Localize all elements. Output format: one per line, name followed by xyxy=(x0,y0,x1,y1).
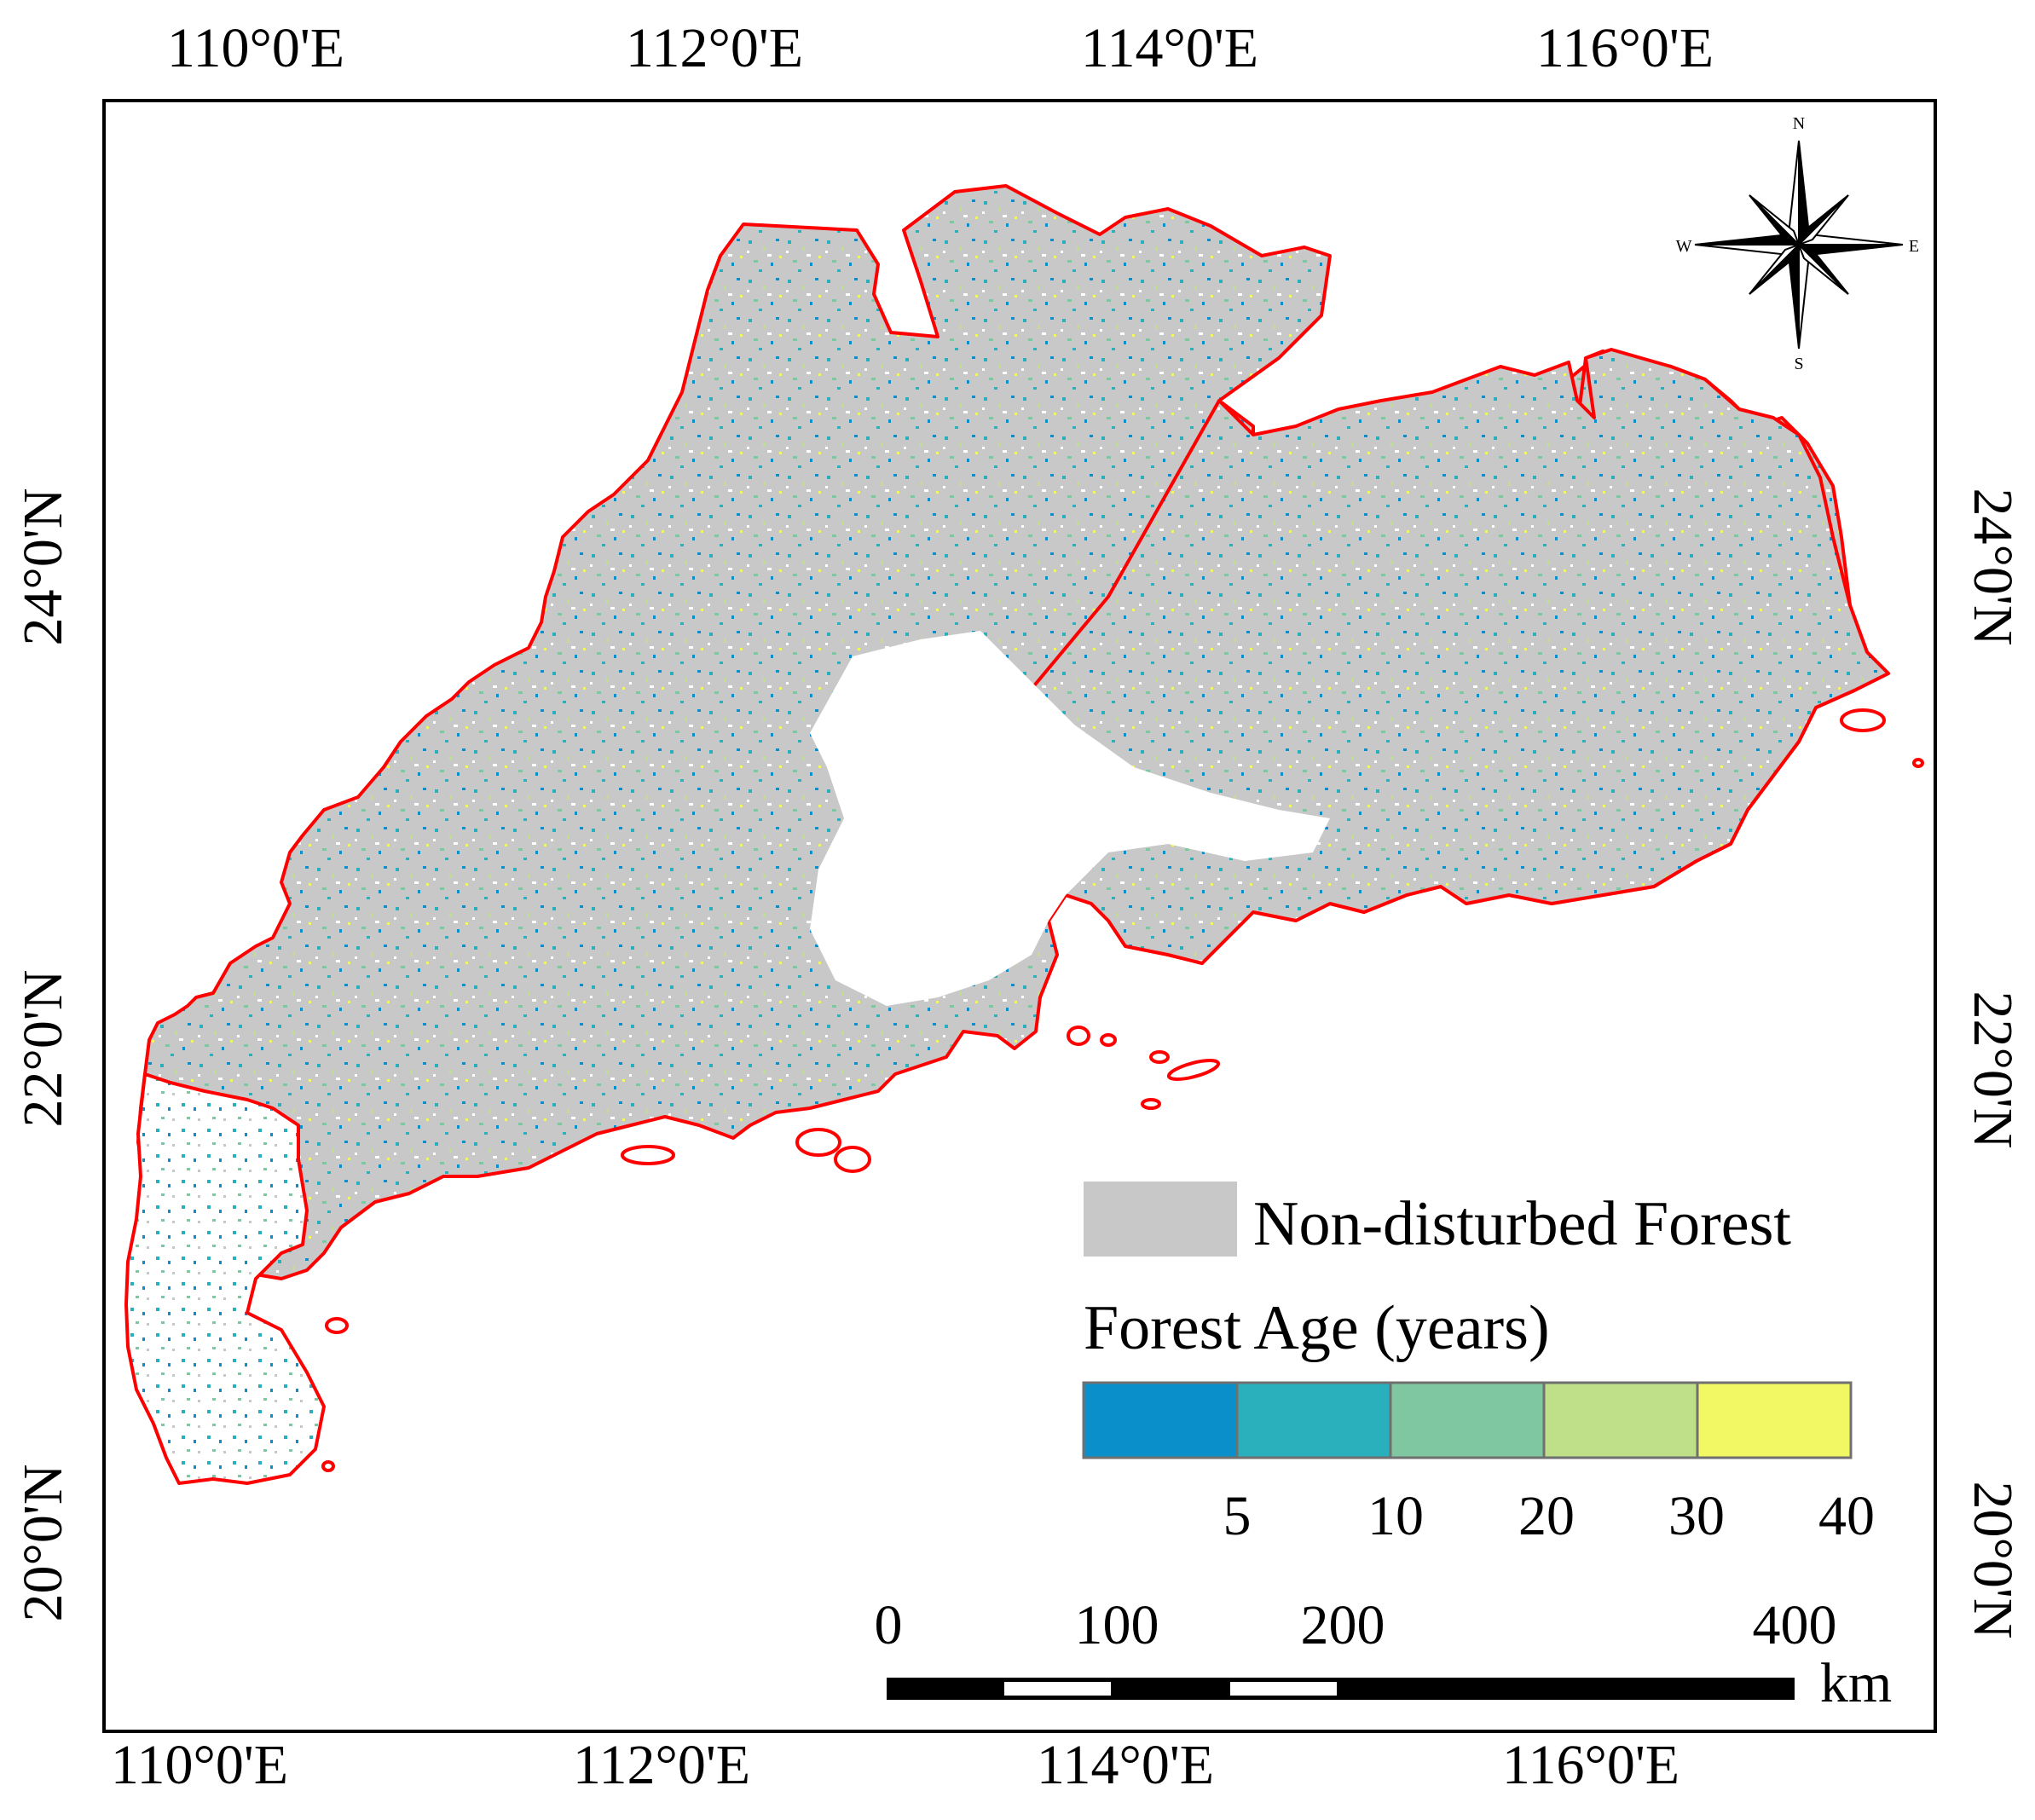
age-tick-label: 10 xyxy=(1367,1485,1424,1547)
left-axis-label: 24°0'N xyxy=(12,488,74,646)
compass-south-label: S xyxy=(1794,355,1803,373)
scale-label: 0 xyxy=(875,1594,903,1656)
top-axis-label: 110°0'E xyxy=(167,17,344,79)
top-axis-label: 114°0'E xyxy=(1081,17,1258,79)
bottom-axis-label: 116°0'E xyxy=(1502,1734,1679,1796)
age-tick-label: 30 xyxy=(1668,1485,1725,1547)
age-class-swatch-1 xyxy=(1082,1381,1239,1459)
right-axis-label: 20°0'N xyxy=(1962,1482,2024,1639)
non-disturbed-swatch xyxy=(1084,1182,1237,1257)
top-axis-label: 116°0'E xyxy=(1536,17,1714,79)
compass-east-label: E xyxy=(1909,237,1919,256)
age-tick-label: 40 xyxy=(1818,1485,1875,1547)
compass-west-label: W xyxy=(1676,237,1692,256)
age-class-swatch-5 xyxy=(1696,1381,1853,1459)
age-class-swatch-3 xyxy=(1389,1381,1546,1459)
pearl-river-delta-urban xyxy=(810,631,1330,1006)
scale-label: 200 xyxy=(1301,1594,1385,1656)
right-axis-label: 22°0'N xyxy=(1962,991,2024,1149)
bottom-axis-labels: 110°0'E 112°0'E 114°0'E 116°0'E xyxy=(111,1734,1679,1796)
age-tick-label: 20 xyxy=(1518,1485,1575,1547)
scale-label: 100 xyxy=(1075,1594,1159,1656)
left-axis-label: 20°0'N xyxy=(12,1465,74,1622)
left-axis-labels: 24°0'N 22°0'N 20°0'N xyxy=(12,488,74,1622)
bottom-axis-label: 110°0'E xyxy=(111,1734,288,1796)
age-class-swatch-2 xyxy=(1235,1381,1392,1459)
top-axis-labels: 110°0'E 112°0'E 114°0'E 116°0'E xyxy=(167,17,1714,79)
age-tick-label: 5 xyxy=(1223,1485,1252,1547)
scale-unit: km xyxy=(1820,1652,1892,1714)
coastal-islands xyxy=(321,708,1924,1472)
leizhou-peninsula xyxy=(124,1072,326,1485)
bottom-axis-label: 114°0'E xyxy=(1037,1734,1214,1796)
scale-bar: 0 100 200 400 km xyxy=(875,1594,1893,1714)
right-axis-label: 24°0'N xyxy=(1962,488,2024,646)
forest-age-title: Forest Age (years) xyxy=(1084,1293,1550,1363)
non-disturbed-label: Non-disturbed Forest xyxy=(1253,1189,1791,1259)
age-class-swatch-4 xyxy=(1542,1381,1699,1459)
legend: Non-disturbed Forest Forest Age (years) … xyxy=(1082,1182,1875,1547)
scale-label: 400 xyxy=(1753,1594,1837,1656)
compass-rose-icon: N S E W xyxy=(1676,114,1920,373)
compass-north-label: N xyxy=(1793,114,1805,133)
left-axis-label: 22°0'N xyxy=(12,970,74,1128)
right-axis-labels: 24°0'N 22°0'N 20°0'N xyxy=(1962,488,2024,1639)
top-axis-label: 112°0'E xyxy=(626,17,803,79)
bottom-axis-label: 112°0'E xyxy=(573,1734,750,1796)
